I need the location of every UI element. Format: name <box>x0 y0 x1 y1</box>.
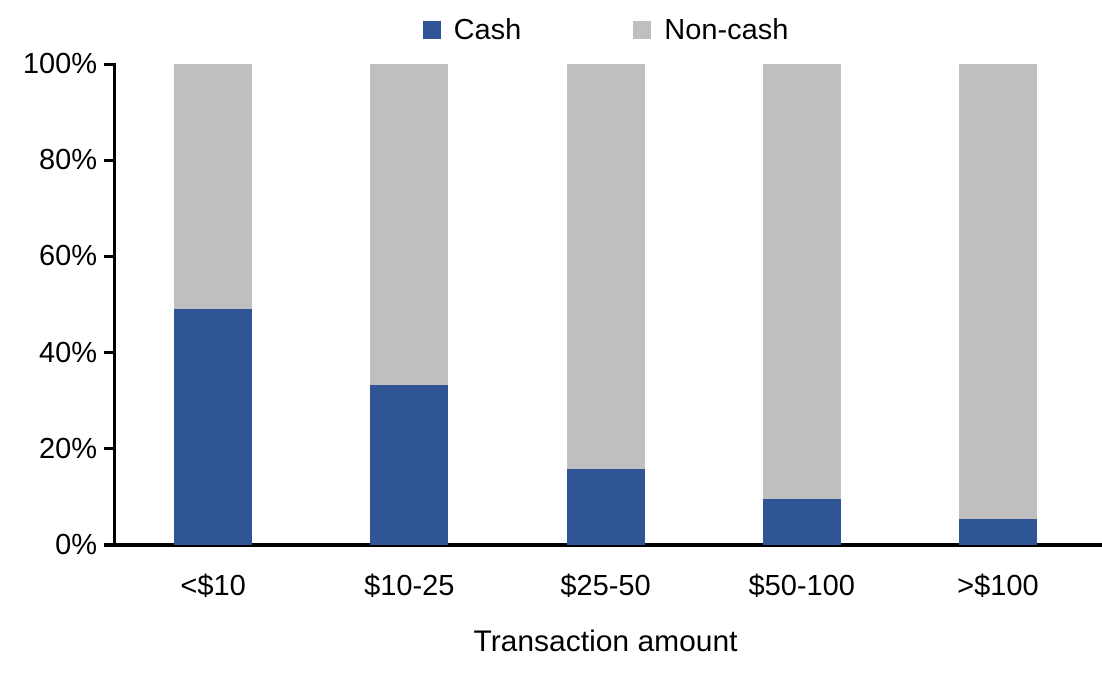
y-axis-tick-label: 80% <box>38 144 97 177</box>
y-axis-tick <box>104 254 115 258</box>
bar-50100 <box>762 64 841 545</box>
y-axis-line <box>113 63 116 545</box>
bar-segment-cash <box>566 469 645 545</box>
y-axis-tick <box>104 158 115 162</box>
bar-segment-cash <box>762 498 841 545</box>
bar-segment-non-cash <box>762 64 841 499</box>
bar-segment-cash <box>174 309 253 545</box>
y-axis-tick-label: 100% <box>22 48 97 80</box>
legend-item-non-cash: Non-cash <box>633 13 789 46</box>
x-axis-line <box>104 543 1102 547</box>
x-axis-tick-label: $10-25 <box>364 570 455 602</box>
x-axis-title: Transaction amount <box>473 625 738 658</box>
bar-1025 <box>370 64 449 545</box>
bar-segment-non-cash <box>174 64 253 310</box>
x-axis-tick-label: >$100 <box>957 570 1039 602</box>
legend: Cash Non-cash <box>115 12 1096 48</box>
non-cash-legend-label: Non-cash <box>664 13 789 46</box>
y-axis-tick <box>104 351 115 355</box>
y-axis-tick-label: 60% <box>38 240 97 273</box>
cash-legend-label: Cash <box>453 13 522 46</box>
bar-segment-non-cash <box>566 64 645 470</box>
cash-legend-swatch-icon <box>422 21 441 39</box>
y-axis-tick-label: 40% <box>38 336 97 369</box>
legend-item-cash: Cash <box>422 13 522 46</box>
plot-area <box>115 64 1096 545</box>
bar-100 <box>958 64 1037 545</box>
bar-segment-cash <box>370 384 449 545</box>
x-axis-tick-label: <$10 <box>180 570 246 602</box>
bar-segment-non-cash <box>958 64 1037 520</box>
bar-segment-non-cash <box>370 64 449 385</box>
y-axis-tick <box>104 447 115 451</box>
bar-10 <box>174 64 253 545</box>
bar-2550 <box>566 64 645 545</box>
y-axis-tick-label: 0% <box>55 529 97 561</box>
y-axis-tick <box>104 62 115 66</box>
bar-segment-cash <box>958 519 1037 545</box>
y-axis-tick-label: 20% <box>38 432 97 465</box>
x-axis-tick-label: $25-50 <box>560 570 651 602</box>
x-axis-tick-label: $50-100 <box>748 570 855 602</box>
non-cash-legend-swatch-icon <box>633 21 652 39</box>
